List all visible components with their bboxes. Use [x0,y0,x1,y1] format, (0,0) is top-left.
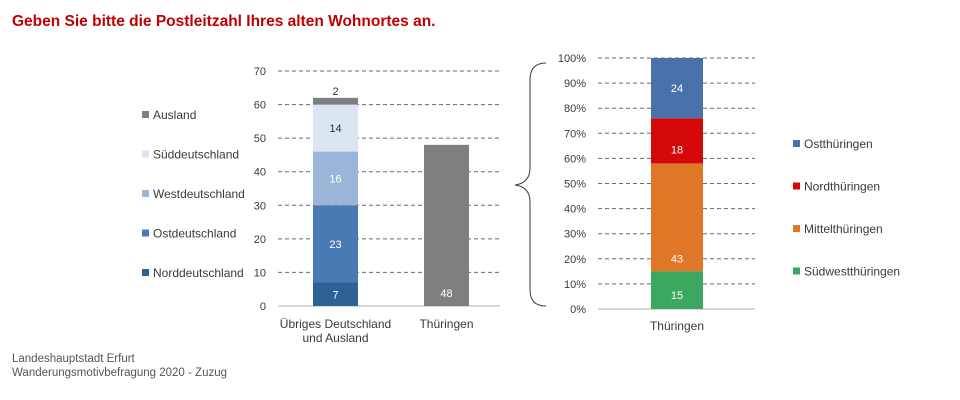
legend-label-norddeutschland: Norddeutschland [153,266,244,280]
legend-swatch-suedwestthueringen [793,267,800,275]
legend-swatch-mittelthueringen [793,225,800,232]
data-label: 15 [671,290,683,302]
legend-swatch-sueddeutschland [142,150,149,158]
y-tick-label: 60 [254,100,266,112]
bar-segment [313,97,358,105]
bar-segment [651,163,703,272]
x-category-label: Thüringen [650,319,704,333]
y-tick-label: 40% [564,204,586,216]
brace [514,62,547,307]
data-label: 2 [332,86,338,98]
y-tick-label: 90% [564,78,586,90]
legend-label-mittelthueringen: Mittelthüringen [804,222,883,236]
footer-line-2: Wanderungsmotivbefragung 2020 - Zuzug [12,367,228,379]
legend-swatch-ausland [142,111,149,118]
y-tick-label: 60% [564,153,586,165]
footer-line-1: Landeshauptstadt Erfurt [12,353,135,365]
bar-segment [651,271,703,309]
y-tick-label: 50% [564,179,586,191]
y-tick-label: 70 [254,66,266,78]
legend-label-nordthueringen: Nordthüringen [804,180,880,194]
y-tick-label: 30 [254,200,266,212]
bar-segment [313,205,358,283]
legend-label-suedwestthueringen: Südwestthüringen [804,265,900,279]
y-tick-label: 100% [558,53,586,65]
legend-label-ostdeutschland: Ostdeutschland [153,227,236,241]
data-label: 48 [440,288,452,300]
legend-swatch-westdeutschland [142,190,149,197]
y-tick-label: 20% [564,254,586,266]
legend-swatch-norddeutschland [142,269,149,276]
y-tick-label: 30% [564,229,586,241]
legend-label-ausland: Ausland [153,108,196,122]
y-tick-label: 0 [260,301,266,313]
data-label: 18 [671,144,683,156]
x-category-label: und Ausland [302,331,368,345]
legend-swatch-nordthueringen [793,182,800,190]
bar-segment [424,144,469,306]
legend-label-westdeutschland: Westdeutschland [153,187,245,201]
y-tick-label: 40 [254,167,266,179]
data-label: 43 [671,253,683,265]
y-tick-label: 70% [564,128,586,140]
legend-label-sueddeutschland: Süddeutschland [153,148,239,162]
footer: Landeshauptstadt Erfurt Wanderungsmotivb… [12,352,227,380]
page-title: Geben Sie bitte die Postleitzahl Ihres a… [12,13,436,30]
legend-label-ostthueringen: Ostthüringen [804,137,873,151]
x-category-label: Übriges Deutschland [280,317,391,331]
data-label: 23 [329,239,341,251]
data-label: 24 [671,83,683,95]
data-label: 7 [332,289,338,301]
y-tick-label: 20 [254,234,266,246]
data-label: 16 [329,173,341,185]
legend-swatch-ostdeutschland [142,229,149,237]
y-tick-label: 10% [564,279,586,291]
y-tick-label: 0% [570,304,586,316]
x-category-label: Thüringen [419,317,473,331]
y-tick-label: 50 [254,133,266,145]
bar-segment [651,118,703,164]
bar-segment [313,151,358,206]
bar-segment [651,58,703,119]
bar-segment [313,282,358,306]
y-tick-label: 10 [254,267,266,279]
y-tick-label: 80% [564,103,586,115]
bar-segment [313,104,358,152]
legend-swatch-ostthueringen [793,140,800,147]
data-label: 14 [329,123,341,135]
